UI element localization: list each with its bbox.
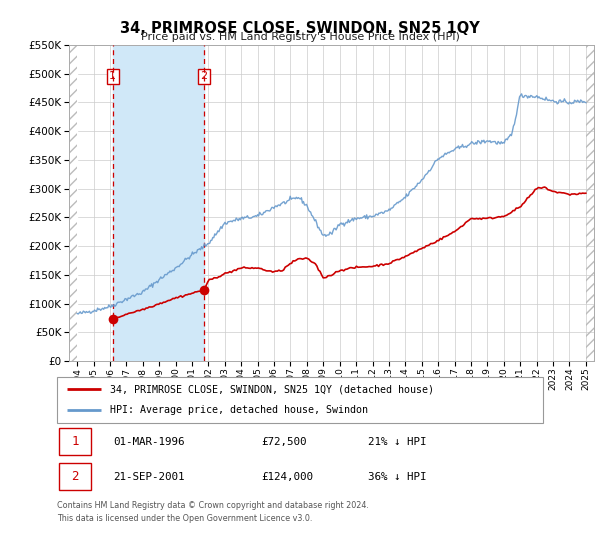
Text: 34, PRIMROSE CLOSE, SWINDON, SN25 1QY (detached house): 34, PRIMROSE CLOSE, SWINDON, SN25 1QY (d… [110, 384, 434, 394]
Text: £72,500: £72,500 [261, 437, 307, 447]
FancyBboxPatch shape [59, 428, 91, 455]
Text: 01-MAR-1996: 01-MAR-1996 [113, 437, 184, 447]
Text: 36% ↓ HPI: 36% ↓ HPI [368, 472, 427, 482]
Text: 2: 2 [200, 72, 208, 81]
FancyBboxPatch shape [57, 377, 543, 423]
Bar [113, 45, 204, 361]
Bar [586, 45, 594, 361]
Text: 21-SEP-2001: 21-SEP-2001 [113, 472, 184, 482]
Text: 34, PRIMROSE CLOSE, SWINDON, SN25 1QY: 34, PRIMROSE CLOSE, SWINDON, SN25 1QY [120, 21, 480, 36]
Bar [69, 45, 77, 361]
Text: Price paid vs. HM Land Registry's House Price Index (HPI): Price paid vs. HM Land Registry's House … [140, 32, 460, 43]
Text: 21% ↓ HPI: 21% ↓ HPI [368, 437, 427, 447]
FancyBboxPatch shape [59, 463, 91, 490]
Text: 1: 1 [109, 72, 116, 81]
Text: 2: 2 [71, 470, 79, 483]
Text: Contains HM Land Registry data © Crown copyright and database right 2024.
This d: Contains HM Land Registry data © Crown c… [57, 501, 369, 522]
Text: 1: 1 [71, 435, 79, 449]
Text: HPI: Average price, detached house, Swindon: HPI: Average price, detached house, Swin… [110, 405, 368, 416]
Text: £124,000: £124,000 [261, 472, 313, 482]
Bar [69, 45, 77, 361]
